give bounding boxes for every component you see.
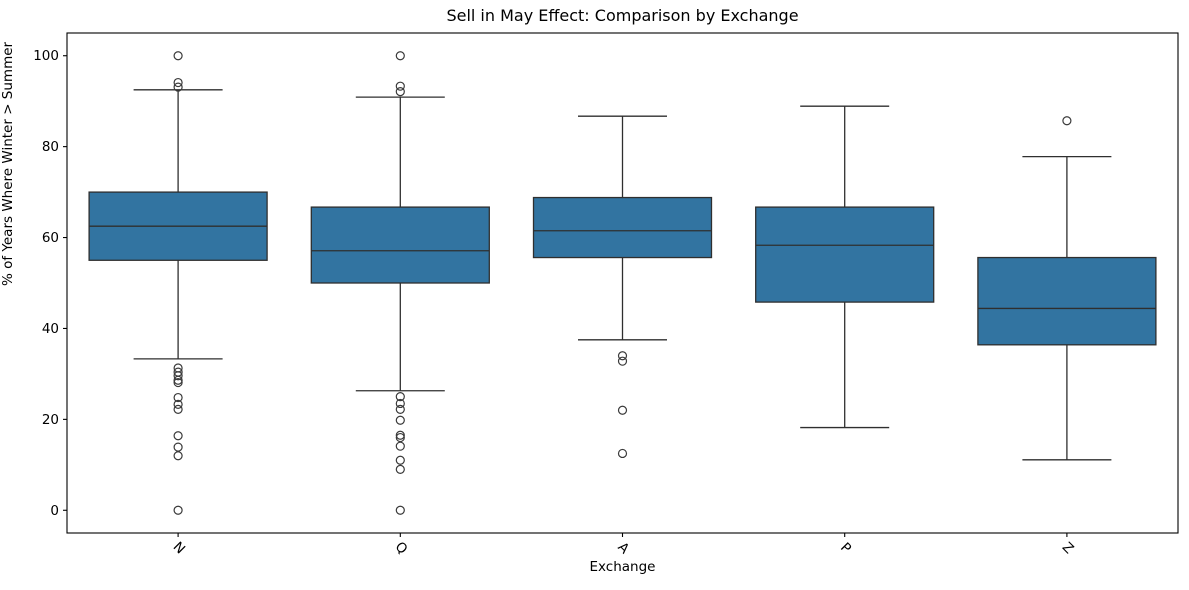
- box-P: [755, 206, 935, 303]
- outlier-point: [173, 442, 183, 452]
- y-tick-label: 0: [50, 503, 59, 519]
- outlier-point: [395, 430, 405, 440]
- outlier-point: [173, 392, 183, 403]
- x-tick-label: Q: [392, 539, 411, 558]
- box-A: [532, 196, 713, 259]
- outlier-point: [173, 377, 183, 388]
- x-tick-label: A: [614, 539, 632, 557]
- y-tick-label: 20: [42, 412, 59, 428]
- outlier-point: [395, 432, 405, 443]
- outlier-point: [173, 399, 183, 409]
- outlier-point: [173, 451, 183, 461]
- outlier-point: [395, 415, 405, 425]
- outlier-point: [395, 505, 405, 515]
- outlier-point: [173, 371, 183, 381]
- outlier-point: [395, 398, 405, 409]
- outlier-point: [173, 505, 183, 515]
- y-tick-label: 40: [42, 321, 59, 337]
- y-tick-label: 60: [42, 230, 59, 246]
- outlier-point: [395, 81, 405, 91]
- outlier-point: [395, 464, 405, 474]
- outlier-point: [395, 392, 405, 402]
- outlier-point: [173, 375, 183, 385]
- x-tick-label: Z: [1059, 539, 1077, 557]
- outlier-point: [395, 404, 405, 414]
- chart-title: Sell in May Effect: Comparison by Exchan…: [446, 6, 799, 25]
- box-Q: [310, 206, 490, 284]
- box-Z: [977, 256, 1157, 346]
- x-tick-label: N: [170, 539, 188, 557]
- outlier-point: [173, 51, 183, 61]
- outlier-point: [617, 405, 628, 415]
- outlier-point: [617, 351, 628, 361]
- outlier-point: [395, 441, 405, 451]
- outlier-point: [173, 431, 183, 441]
- outlier-point: [617, 356, 628, 366]
- y-tick-label: 100: [33, 48, 59, 64]
- outlier-point: [395, 51, 405, 61]
- outlier-point: [173, 82, 183, 92]
- outlier-point: [395, 455, 405, 465]
- outlier-point: [173, 404, 183, 414]
- outlier-point: [617, 448, 628, 459]
- y-tick-label: 80: [42, 139, 59, 155]
- outlier-point: [173, 77, 183, 88]
- x-tick-label: P: [837, 540, 854, 557]
- outlier-point: [1062, 116, 1072, 126]
- outlier-point: [395, 87, 405, 97]
- x-axis-label: Exchange: [589, 559, 656, 575]
